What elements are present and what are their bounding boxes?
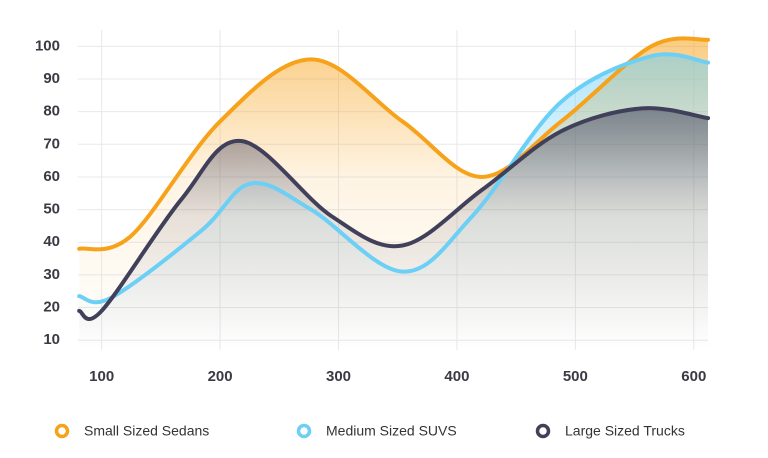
- areas: [79, 38, 709, 351]
- y-tick-label: 20: [43, 299, 60, 316]
- x-tick-label: 300: [326, 368, 351, 385]
- x-tick-label: 600: [681, 368, 706, 385]
- y-tick-label: 40: [43, 233, 60, 250]
- x-tick-label: 500: [563, 368, 588, 385]
- legend-label: Small Sized Sedans: [84, 423, 209, 439]
- y-tick-label: 70: [43, 135, 60, 152]
- area: [79, 108, 709, 351]
- line: [77, 52, 710, 305]
- line: [77, 36, 710, 252]
- y-tick-label: 10: [43, 331, 60, 348]
- y-tick-label: 30: [43, 266, 60, 283]
- x-tick-label: 200: [208, 368, 233, 385]
- x-tick-label: 400: [444, 368, 469, 385]
- y-tick-label: 100: [35, 37, 60, 54]
- axes: 10 20 30 40 50 60 70 80 90 100 100 200 300 400 500 600: [35, 37, 706, 385]
- legend-label: Large Sized Trucks: [565, 423, 685, 439]
- legend-marker: [296, 423, 312, 439]
- legend-label: Medium Sized SUVS: [326, 423, 457, 439]
- legend: Small Sized Sedans Medium Sized SUVS Large…: [54, 423, 685, 439]
- line: [77, 106, 710, 321]
- y-tick-label: 60: [43, 168, 60, 185]
- legend-marker: [535, 423, 551, 439]
- lines: [77, 36, 710, 321]
- x-tick-label: 100: [89, 368, 114, 385]
- y-tick-label: 90: [43, 70, 60, 87]
- y-tick-label: 50: [43, 201, 60, 218]
- legend-marker: [54, 423, 70, 439]
- y-tick-label: 80: [43, 103, 60, 120]
